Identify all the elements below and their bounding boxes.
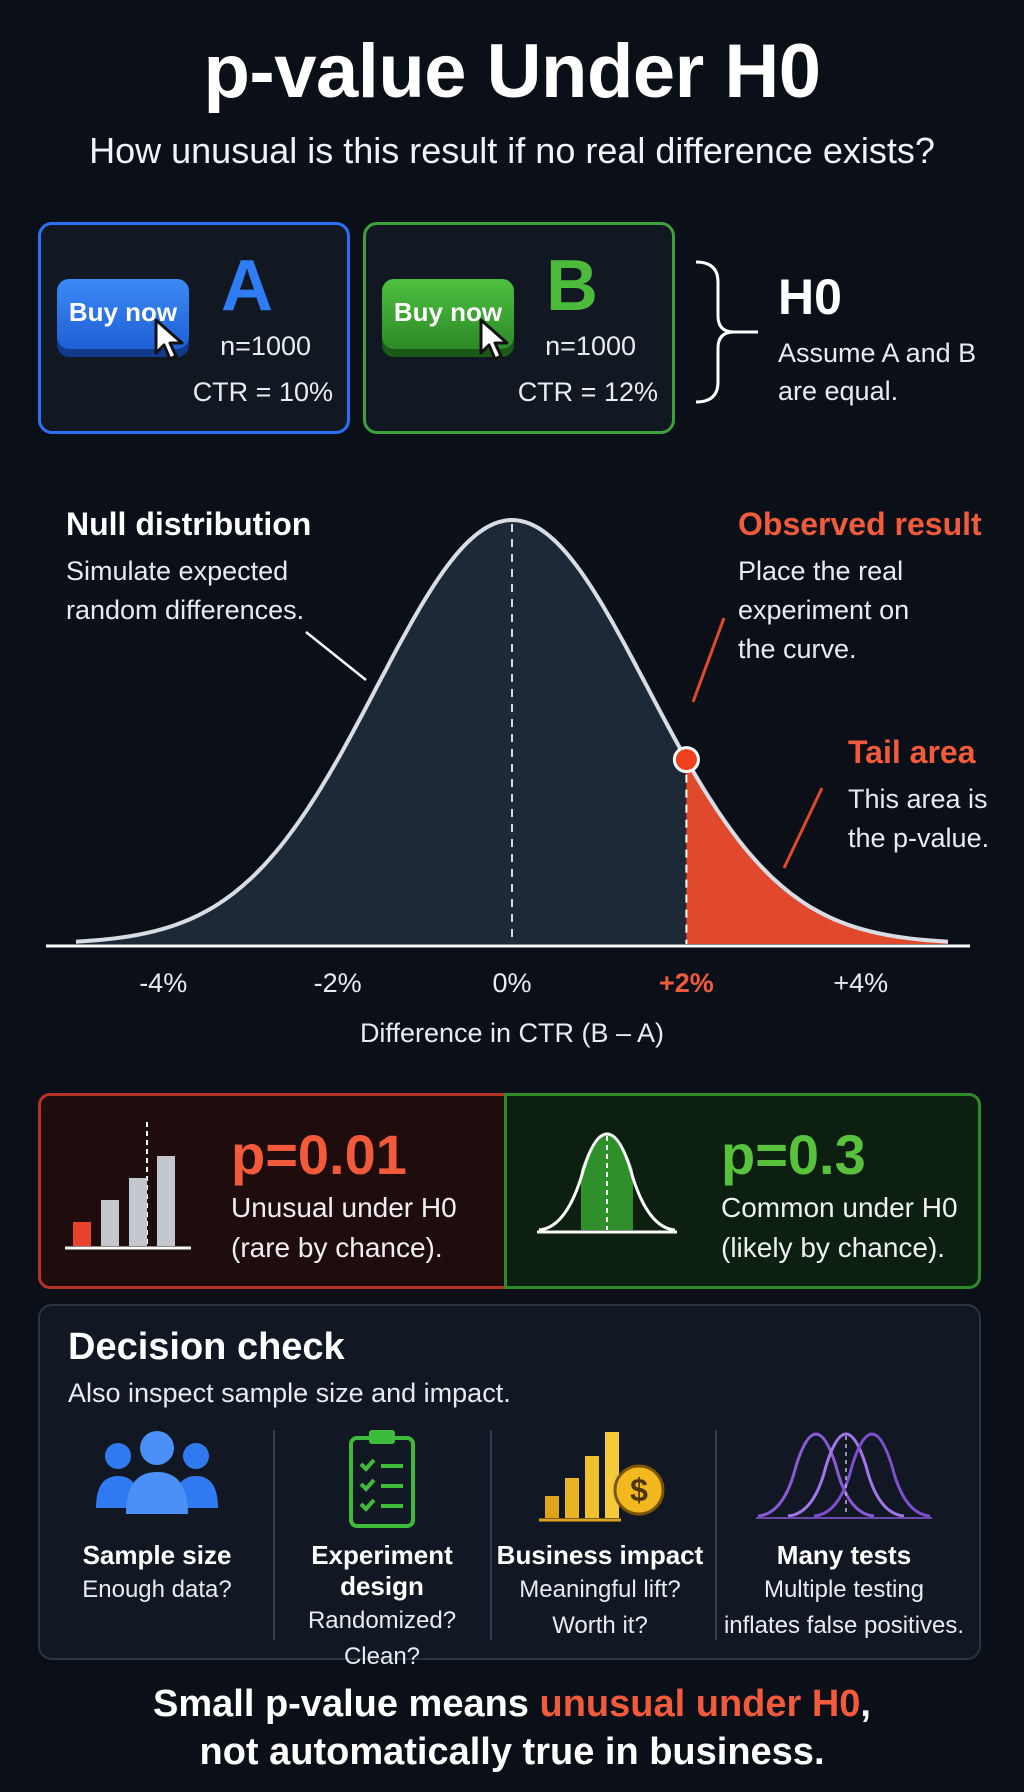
decision-item-many-tests: Many tests Multiple testing inflates fal… [716,1426,972,1643]
x-tick-label: -4% [139,968,187,998]
variant-b-letter: B [546,246,598,326]
observed-result-title: Observed result [738,506,982,542]
observed-point [672,746,700,774]
tail-label-leader [782,787,824,869]
footer-pre: Small p-value means [153,1683,540,1725]
decision-item-title: Business impact [496,1540,704,1570]
decision-item-text: Multiple testing [763,1576,925,1603]
null-label-leader [305,631,367,681]
variant-a-letter: A [221,246,273,326]
decision-item-text: Meaningful lift? [519,1576,681,1603]
page-subtitle: How unusual is this result if no real di… [89,130,935,171]
x-axis-label: Difference in CTR (B – A) [360,1018,664,1048]
x-tick-label: +4% [833,968,888,998]
variant-a-n: n=1000 [220,331,311,361]
p-value-large-line2: (likely by chance). [721,1232,946,1263]
variant-a-buy-button[interactable]: Buy now [57,279,189,349]
bar-chart-icon [65,1122,191,1250]
footer-line2: not automatically true in business. [199,1731,825,1773]
p-value-large: p=0.3 [721,1123,866,1186]
brace-icon [695,260,758,404]
variant-b-card: Buy now B n=1000 CTR = 12% [363,222,675,434]
divider [273,1430,275,1640]
p-value-small-panel: p=0.01 Unusual under H0 (rare by chance)… [38,1093,510,1289]
variant-a-card: Buy now A n=1000 CTR = 10% [38,222,350,434]
decision-item-text: Worth it? [552,1612,648,1639]
divider [715,1430,717,1640]
p-value-small-line2: (rare by chance). [231,1232,443,1263]
decision-item-text: Enough data? [82,1576,232,1603]
footer-message: Small p-value means unusual under H0, no… [0,1680,1024,1776]
decision-item-title: Many tests [776,1540,912,1570]
decision-item-text: inflates false positives. [723,1612,965,1639]
svg-text:$: $ [630,1472,648,1508]
p-value-large-line1: Common under H0 [721,1192,958,1223]
decision-item-text: Randomized? [307,1607,457,1634]
cursor-icon [479,318,509,361]
p-value-large-text: Common under H0 (likely by chance). [721,1188,958,1268]
p-value-small-text: Unusual under H0 (rare by chance). [231,1188,457,1268]
decision-item-title: Sample size [82,1540,232,1570]
p-value-small-line1: Unusual under H0 [231,1192,457,1223]
p-value-small: p=0.01 [231,1123,407,1186]
page-title: p-value Under H0 [203,29,821,114]
cursor-icon [154,318,184,361]
observed-label-leader [691,617,726,703]
footer-post: , [860,1683,871,1725]
decision-item-business-impact: $ Business impact Meaningful lift? Worth… [491,1426,709,1643]
bell-curve-icon [537,1132,677,1234]
tail-area [686,759,948,944]
decision-item-text: Clean? [343,1643,421,1670]
variant-b-ctr: CTR = 12% [517,377,658,407]
multiple-curves-icon [756,1432,932,1519]
decision-check-panel: Decision check Also inspect sample size … [38,1304,981,1670]
null-distribution-text: Simulate expected random differences. [66,556,305,625]
clipboard-checklist-icon [349,1430,415,1528]
observed-result-text: Place the real experiment on the curve. [738,556,910,664]
bar-chart-dollar-icon: $ [539,1432,665,1522]
decision-item-experiment-design: Experiment design Randomized? Clean? [273,1426,491,1674]
variant-b-n: n=1000 [545,331,636,361]
null-distribution-curve [75,517,949,944]
footer-highlight: unusual under H0 [539,1683,861,1725]
decision-item-sample-size: Sample size Enough data? [48,1426,266,1607]
tail-area-title: Tail area [848,734,976,770]
decision-title: Decision check [68,1326,345,1368]
x-tick-label: +2% [659,968,714,998]
h0-title: H0 [778,269,842,325]
variant-a-ctr: CTR = 10% [192,377,333,407]
null-distribution-title: Null distribution [66,506,312,542]
decision-subtitle: Also inspect sample size and impact. [68,1378,511,1408]
p-value-large-panel: p=0.3 Common under H0 (likely by chance)… [504,1093,981,1289]
h0-text: Assume A and B are equal. [778,338,977,406]
divider [490,1430,492,1640]
x-tick-label: 0% [492,968,531,998]
tail-area-text: This area is the p-value. [848,784,990,853]
null-distribution-chart: -4% -2% 0% +2% +4% Difference in CTR (B – A) [46,517,970,1048]
people-icon [96,1431,218,1514]
x-tick-label: -2% [314,968,362,998]
decision-item-title: Experiment design [311,1540,453,1601]
